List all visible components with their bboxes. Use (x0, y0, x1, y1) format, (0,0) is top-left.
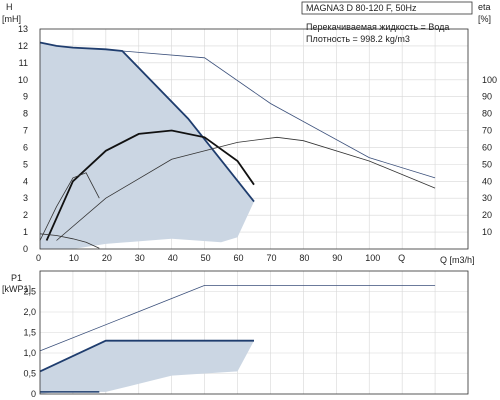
y-tick-label: 2 (23, 210, 28, 220)
y-tick-label: 4 (23, 176, 28, 186)
head-extended-curve (122, 50, 436, 179)
x-tick-label: 60 (234, 253, 244, 263)
power-plot-frame (39, 270, 469, 395)
tick-labels: 0 10 20 30 40 50 60 70 80 90 100 Q01234567891011121… (18, 24, 497, 399)
x-tick-label: 70 (266, 253, 276, 263)
y-tick-label: 7 (23, 126, 28, 136)
h-axis-unit: [mH] (2, 14, 21, 24)
y2-tick-label: 60 (482, 142, 492, 152)
y-tick-label: 1,5 (23, 328, 36, 338)
efficiency-min-curve (39, 172, 100, 241)
x-tick-label: 80 (299, 253, 309, 263)
y-tick-label: 5 (23, 159, 28, 169)
y-tick-label: 9 (23, 92, 28, 102)
y2-tick-label: 90 (482, 92, 492, 102)
pump-title-box (301, 1, 473, 15)
x-tick-label: 90 (332, 253, 342, 263)
y2-tick-label: 50 (482, 159, 492, 169)
curves (39, 41, 436, 393)
pump-title: MAGNA3 D 80-120 F, 50Hz (306, 3, 417, 13)
y2-tick-label: 40 (482, 176, 492, 186)
efficiency-max-curve (45, 129, 255, 241)
y-tick-label: 2,0 (23, 307, 36, 317)
y-tick-label: 6 (23, 142, 28, 152)
y-tick-label: 0 (23, 244, 28, 254)
y2-tick-label: 100 (482, 75, 497, 85)
x-tick-label: 50 (201, 253, 211, 263)
y-tick-label: 8 (23, 109, 28, 119)
y-tick-label: 0,5 (23, 369, 36, 379)
y-tick-label: 12 (18, 41, 28, 51)
power-max-curve (39, 339, 254, 373)
x-tick-label: 20 (102, 253, 112, 263)
x-tick-label: 100 (365, 253, 380, 263)
y-tick-label: 2,5 (23, 287, 36, 297)
p1-axis-label: P1 (11, 273, 22, 283)
medium-text: Перекачиваемая жидкость = Вода (306, 22, 449, 32)
density-text: Плотность = 998.2 kg/m3 (306, 34, 410, 44)
y-tick-label: 0 (31, 389, 36, 399)
power-operating-area (40, 340, 254, 394)
y-tick-label: 10 (18, 75, 28, 85)
efficiency-extended-curve (56, 136, 436, 241)
min-head-curve (39, 233, 100, 249)
head-operating-area (40, 42, 254, 249)
p1-axis-unit: [kWP1] (2, 284, 31, 294)
y2-tick-label: 10 (482, 227, 492, 237)
y-tick-label: 13 (18, 24, 28, 34)
y2-tick-label: 80 (482, 109, 492, 119)
x-tick-label: 0 (36, 253, 41, 263)
axes (39, 28, 469, 395)
y2-tick-label: 20 (482, 210, 492, 220)
x-tick-label: 30 (135, 253, 145, 263)
x-tick-label: 40 (168, 253, 178, 263)
y2-tick-label: 70 (482, 126, 492, 136)
y-tick-label: 3 (23, 193, 28, 203)
q-axis-label: Q [m3/h] (440, 255, 475, 265)
y-tick-label: 1,0 (23, 348, 36, 358)
head-plot-frame (39, 28, 469, 250)
eta-axis-label: eta (478, 2, 491, 12)
y-tick-label: 1 (23, 227, 28, 237)
y2-tick-label: 30 (482, 193, 492, 203)
h-axis-label: H (6, 2, 13, 12)
x-tick-label: Q (398, 253, 405, 263)
power-extended-curve (39, 284, 436, 352)
max-head-curve (39, 41, 255, 203)
operating-areas (40, 42, 254, 394)
x-tick-label: 10 (69, 253, 79, 263)
y-tick-label: 11 (19, 58, 28, 68)
eta-axis-unit: [%] (478, 14, 491, 24)
